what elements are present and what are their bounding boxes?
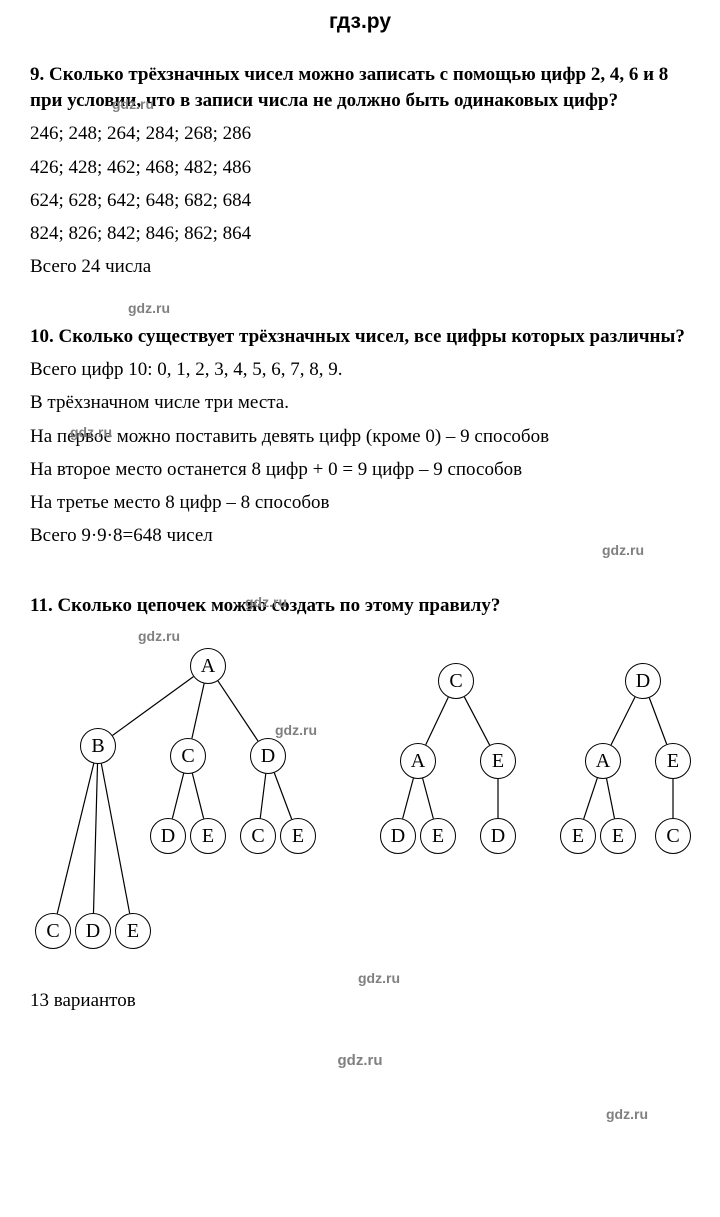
p9-total: Всего 24 числа <box>30 250 690 283</box>
footer-watermark: gdz.ru <box>30 1052 690 1069</box>
p10-line: Всего 9·9·8=648 чисел <box>30 519 690 552</box>
problem-9: 9. Сколько трёхзначных чисел можно запис… <box>30 62 690 284</box>
p10-line: Всего цифр 10: 0, 1, 2, 3, 4, 5, 6, 7, 8… <box>30 353 690 386</box>
p9-row: 624; 628; 642; 648; 682; 684 <box>30 184 690 217</box>
watermark-text: gdz.ru <box>128 300 170 316</box>
watermark-text: gdz.ru <box>606 1106 648 1122</box>
problem-11-answer: 13 вариантов <box>30 990 690 1012</box>
p9-row: 246; 248; 264; 284; 268; 286 <box>30 117 690 150</box>
problem-10-question: 10. Сколько существует трёхзначных чисел… <box>30 324 690 350</box>
p9-row: 824; 826; 842; 846; 862; 864 <box>30 217 690 250</box>
tree-diagram-area: ABCDDECECDECAEDEDDAEEEC <box>30 638 690 978</box>
p10-line: На второе место останется 8 цифр + 0 = 9… <box>30 453 690 486</box>
problem-9-body: 246; 248; 264; 284; 268; 286 426; 428; 4… <box>30 117 690 283</box>
problem-10-body: Всего цифр 10: 0, 1, 2, 3, 4, 5, 6, 7, 8… <box>30 353 690 553</box>
site-title: гдз.ру <box>30 10 690 34</box>
problem-11-question: 11. Сколько цепочек можно создать по это… <box>30 593 690 619</box>
p10-line: На третье место 8 цифр – 8 способов <box>30 486 690 519</box>
problem-11: 11. Сколько цепочек можно создать по это… <box>30 593 690 1013</box>
problem-10: 10. Сколько существует трёхзначных чисел… <box>30 324 690 553</box>
p10-line: В трёхзначном числе три места. <box>30 386 690 419</box>
p9-row: 426; 428; 462; 468; 482; 486 <box>30 151 690 184</box>
p10-line: На первое можно поставить девять цифр (к… <box>30 420 690 453</box>
problem-9-question: 9. Сколько трёхзначных чисел можно запис… <box>30 62 690 113</box>
